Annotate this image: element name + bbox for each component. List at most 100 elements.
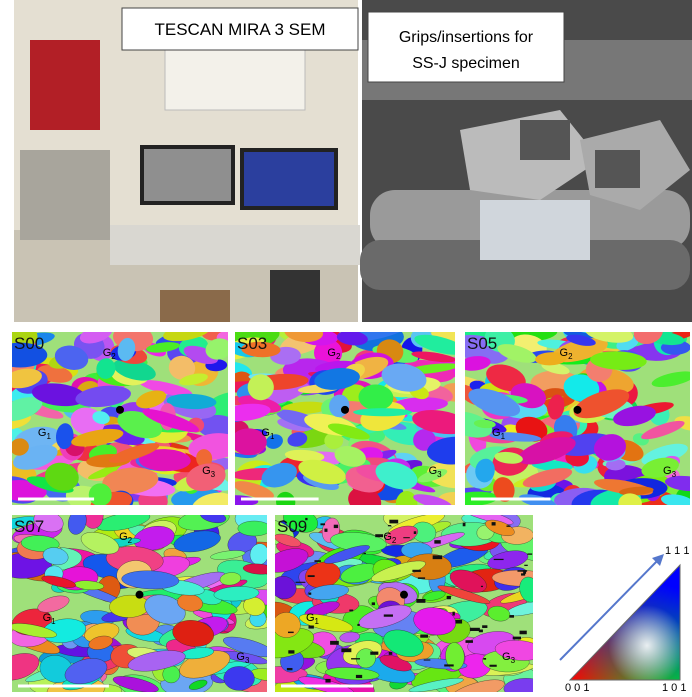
- grain: [238, 521, 271, 536]
- map-label: S05: [467, 334, 497, 353]
- dark-region: [324, 529, 327, 532]
- grain-letter: G: [502, 651, 511, 663]
- grain-letter: G: [119, 531, 128, 543]
- dark-region: [447, 596, 451, 599]
- dark-region: [483, 658, 486, 660]
- photo-label: SS-J specimen: [412, 55, 520, 72]
- dark-region: [513, 637, 521, 640]
- grain-letter: G: [236, 651, 245, 663]
- dark-region: [455, 620, 462, 624]
- ipf-corner: 1 0 1: [662, 682, 686, 692]
- map-label: S09: [277, 517, 307, 536]
- grain-subscript: 2: [568, 352, 573, 361]
- page: {"photos":[{"label":"TESCAN MIRA 3 SEM"}…: [0, 0, 692, 692]
- sem-photo: TESCAN MIRA 3 SEM: [14, 0, 360, 322]
- dark-region: [416, 599, 425, 603]
- dark-region: [356, 675, 362, 678]
- photo-label: Grips/insertions for: [399, 29, 534, 46]
- ebsd-map: S00G2G1G3: [0, 319, 252, 521]
- dark-region: [444, 664, 453, 666]
- map-label: S03: [237, 334, 267, 353]
- dark-region: [325, 679, 330, 683]
- dark-region: [296, 582, 306, 583]
- dark-region: [308, 626, 313, 629]
- dark-region: [420, 635, 428, 638]
- grain-letter: G: [43, 612, 52, 624]
- dark-region: [334, 525, 338, 528]
- pore: [136, 591, 144, 599]
- grain-subscript: 1: [51, 617, 56, 626]
- dark-region: [403, 537, 409, 538]
- dark-region: [424, 659, 431, 660]
- ebsd-maps: S00G2G1G3S03G2G1G3S05G2G1G3S07G2G1G3S09G…: [0, 317, 692, 692]
- map-label: S07: [14, 517, 44, 536]
- grain-subscript: 3: [245, 656, 250, 665]
- dark-region: [433, 555, 443, 559]
- dark-region: [388, 525, 391, 526]
- dark-region: [524, 565, 527, 566]
- dark-region: [288, 632, 294, 633]
- dark-region: [418, 577, 425, 579]
- dark-region: [509, 615, 514, 618]
- dark-region: [489, 665, 496, 667]
- dark-region: [481, 586, 483, 587]
- dark-region: [363, 553, 366, 554]
- dark-region: [320, 523, 325, 525]
- dark-region: [470, 628, 480, 631]
- dark-region: [288, 650, 294, 653]
- dark-region: [375, 534, 383, 537]
- dark-region: [349, 610, 353, 612]
- dark-region: [384, 614, 393, 616]
- ipf-corner: 1 1 1: [665, 545, 689, 557]
- dark-region: [523, 570, 526, 574]
- dark-region: [494, 559, 504, 560]
- pore: [574, 406, 582, 414]
- grain-letter: G: [429, 465, 438, 477]
- grain-letter: G: [383, 531, 392, 543]
- dark-region: [372, 602, 375, 605]
- grain-subscript: 2: [336, 352, 341, 361]
- dark-region: [309, 593, 312, 595]
- dark-region: [527, 553, 532, 554]
- pore: [400, 591, 408, 599]
- grain-subscript: 2: [128, 536, 133, 545]
- dark-region: [414, 531, 417, 534]
- grain-subscript: 3: [672, 470, 677, 479]
- dark-region: [370, 652, 378, 655]
- dark-region: [412, 570, 421, 572]
- figure: TESCAN MIRA 3 SEM Grips/insertions for S…: [0, 0, 692, 692]
- grain-letter: G: [38, 427, 47, 439]
- dark-region: [520, 631, 527, 635]
- dark-region: [314, 560, 321, 562]
- pore: [341, 406, 349, 414]
- grain-subscript: 1: [501, 432, 506, 441]
- grain-subscript: 3: [437, 470, 442, 479]
- dark-region: [287, 668, 293, 670]
- grain-letter: G: [261, 427, 270, 439]
- dark-region: [465, 640, 472, 643]
- grain-letter: G: [560, 347, 569, 359]
- dark-region: [434, 540, 440, 543]
- pore: [116, 406, 124, 414]
- dark-region: [482, 625, 487, 628]
- dark-region: [506, 525, 510, 526]
- dark-region: [357, 624, 359, 626]
- dark-region: [389, 652, 393, 655]
- dark-region: [492, 522, 496, 525]
- grain-letter: G: [663, 465, 672, 477]
- ipf-corner: 0 0 1: [565, 682, 589, 692]
- grain-subscript: 3: [211, 470, 216, 479]
- grain-letter: G: [103, 347, 112, 359]
- grain-subscript: 1: [315, 617, 320, 626]
- dark-region: [452, 612, 454, 616]
- grain-subscript: 2: [392, 536, 397, 545]
- photo-label: TESCAN MIRA 3 SEM: [155, 20, 326, 39]
- dark-region: [308, 575, 315, 577]
- dark-region: [330, 641, 339, 645]
- dark-region: [389, 520, 398, 524]
- grain-subscript: 1: [270, 432, 275, 441]
- dark-region: [463, 523, 466, 527]
